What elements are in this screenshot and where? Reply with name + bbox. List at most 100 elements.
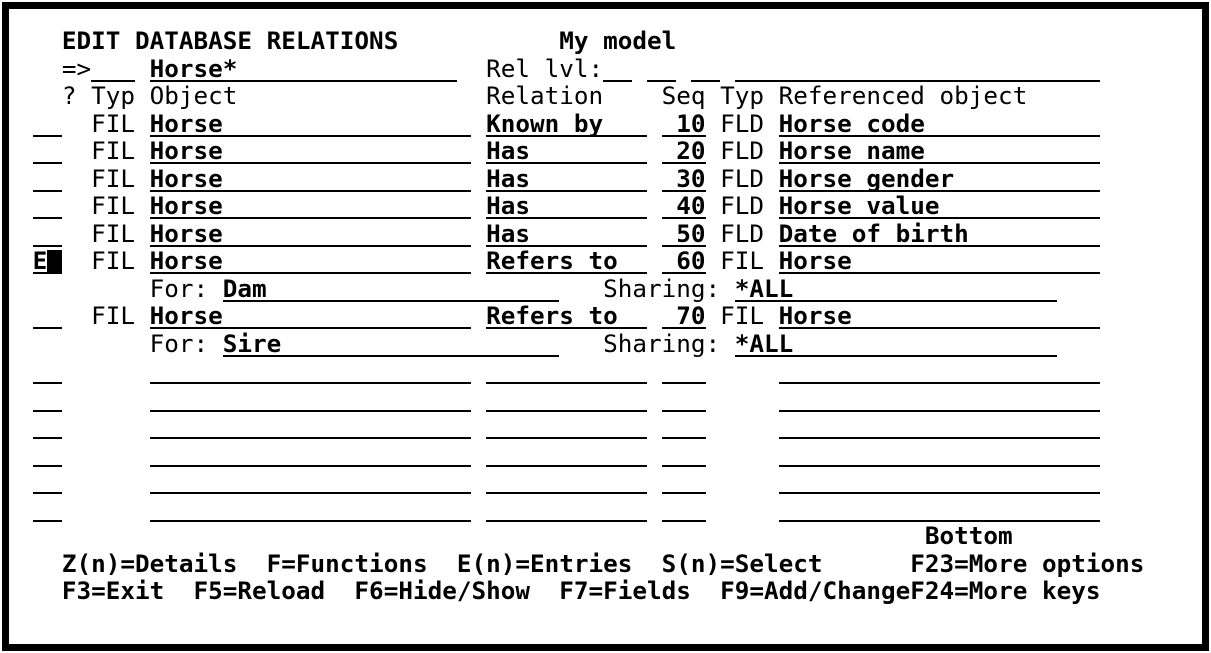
option-input[interactable] (32, 138, 62, 164)
ref-type-label: FLD (720, 218, 765, 248)
relation-row: FIL Horse Refers to 70 FIL Horse (18, 303, 1198, 331)
referenced-object-input[interactable]: Date of birth (778, 220, 1101, 247)
option-input[interactable] (32, 468, 62, 494)
extra-input-1[interactable] (647, 56, 677, 82)
empty-relation-row (18, 358, 1198, 386)
object-input[interactable]: Horse (149, 248, 472, 274)
referenced-object-input[interactable] (778, 496, 1101, 522)
referenced-object-input[interactable] (778, 441, 1101, 467)
ref-type-label: FLD (720, 163, 765, 193)
referenced-object-input[interactable] (778, 468, 1101, 494)
referenced-object-input[interactable]: Horse gender (778, 165, 1101, 192)
typ-header: Typ (91, 81, 136, 110)
referenced-object-input[interactable]: Horse (778, 248, 1101, 274)
referenced-object-input[interactable] (778, 358, 1101, 384)
relation-detail-row: For: Sire Sharing: *ALL (18, 328, 1198, 359)
long-filter-input[interactable] (734, 56, 1101, 82)
object-input[interactable]: Horse (149, 220, 472, 247)
seq-input[interactable] (661, 386, 706, 412)
relation-input[interactable]: Has (486, 193, 647, 219)
fkeys-row: F3=Exit F5=Reload F6=Hide/Show F7=Fields… (18, 578, 1198, 606)
relation-input[interactable] (486, 413, 647, 439)
sharing-input[interactable]: *ALL (734, 275, 1057, 302)
relation-row: E FIL Horse Refers to 60 FIL Horse (18, 248, 1198, 276)
referenced-object-input[interactable]: Horse value (778, 193, 1101, 219)
object-input[interactable] (149, 496, 472, 522)
header-row: ? Typ Object Relation Seq Typ Referenced… (18, 83, 1198, 111)
seq-input[interactable] (661, 358, 706, 384)
object-input[interactable]: Horse (149, 110, 472, 137)
seq-input[interactable]: 60 (661, 248, 706, 274)
type-label: FIL (91, 191, 136, 220)
relation-input[interactable]: Known by (486, 110, 647, 137)
relation-input[interactable]: Has (486, 165, 647, 192)
referenced-object-input[interactable] (778, 413, 1101, 439)
option-input[interactable]: E (32, 248, 62, 274)
seq-input[interactable]: 40 (661, 193, 706, 219)
object-input[interactable] (149, 413, 472, 439)
object-input[interactable]: Horse (149, 193, 472, 219)
option-input[interactable] (32, 193, 62, 219)
title-row: EDIT DATABASE RELATIONS My model (18, 28, 1198, 56)
seq-input[interactable] (661, 468, 706, 494)
option-input[interactable] (32, 386, 62, 412)
empty-relation-row (18, 496, 1198, 524)
option-input[interactable] (32, 441, 62, 467)
object-input[interactable] (149, 386, 472, 412)
ref-type-label: FLD (720, 191, 765, 220)
command-arrow: => (61, 53, 92, 83)
relation-input[interactable] (486, 496, 647, 522)
for-input[interactable]: Sire (222, 330, 560, 357)
sharing-input[interactable]: *ALL (734, 330, 1057, 357)
type-label: FIL (91, 163, 136, 193)
object-input[interactable]: Horse (149, 138, 472, 164)
referenced-object-input[interactable]: Horse code (778, 110, 1101, 137)
relation-input[interactable] (486, 358, 647, 384)
relation-input[interactable]: Refers to (486, 303, 647, 329)
relation-input[interactable]: Has (486, 138, 647, 164)
option-input[interactable] (32, 166, 62, 192)
option-input[interactable] (32, 413, 62, 439)
more-keys-key: F24=More keys (910, 576, 1101, 605)
object-input[interactable]: Horse (149, 165, 472, 192)
object-input[interactable] (149, 441, 472, 467)
seq-input[interactable]: 20 (661, 138, 706, 164)
object-filter-input[interactable]: Horse* (149, 55, 457, 82)
relation-row: FIL Horse Has 40 FLD Horse value (18, 193, 1198, 221)
relation-input[interactable] (486, 441, 647, 467)
relation-input[interactable] (486, 468, 647, 494)
rel-lvl-input[interactable] (603, 56, 633, 82)
option-input[interactable] (32, 221, 62, 247)
seq-input[interactable]: 10 (661, 110, 706, 137)
relation-detail-row: For: Dam Sharing: *ALL (18, 273, 1198, 304)
relation-input[interactable]: Has (486, 220, 647, 247)
command-option-input[interactable] (91, 56, 135, 82)
relation-input[interactable]: Refers to (486, 248, 647, 274)
referenced-object-input[interactable]: Horse (778, 303, 1101, 329)
object-input[interactable] (149, 358, 472, 384)
ref-type-label: FIL (720, 246, 765, 275)
option-input[interactable] (32, 111, 62, 137)
type-label: FIL (91, 246, 136, 275)
option-input[interactable] (32, 303, 62, 329)
for-label: For: (149, 273, 209, 303)
for-input[interactable]: Dam (222, 275, 560, 302)
option-input[interactable] (32, 358, 62, 384)
object-input[interactable] (149, 468, 472, 494)
relation-input[interactable] (486, 386, 647, 412)
seq-input[interactable] (661, 413, 706, 439)
object-input[interactable]: Horse (149, 303, 472, 329)
bottom-indicator: Bottom (924, 521, 1013, 550)
seq-input[interactable]: 70 (661, 303, 706, 329)
sharing-label: Sharing: (603, 328, 721, 358)
prompt-header: ? (61, 81, 77, 110)
empty-relation-row (18, 441, 1198, 469)
seq-input[interactable]: 30 (661, 165, 706, 192)
referenced-object-input[interactable]: Horse name (778, 138, 1101, 164)
seq-input[interactable] (661, 496, 706, 522)
seq-input[interactable] (661, 441, 706, 467)
option-input[interactable] (32, 496, 62, 522)
referenced-object-input[interactable] (778, 386, 1101, 412)
extra-input-2[interactable] (690, 56, 721, 82)
seq-input[interactable]: 50 (661, 220, 706, 247)
